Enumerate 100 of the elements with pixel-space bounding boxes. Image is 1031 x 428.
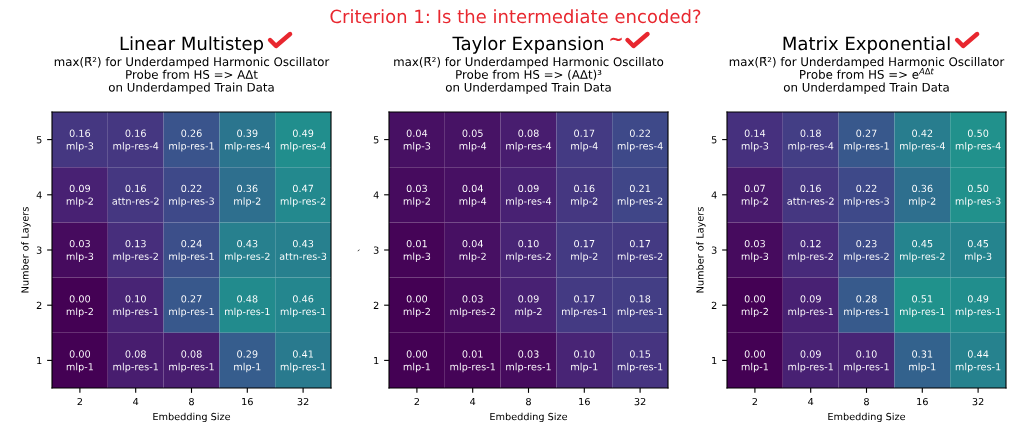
y-tick-label: 4 xyxy=(373,191,379,199)
data-label: 0.09 xyxy=(518,295,539,303)
data-label: 0.43 xyxy=(237,239,258,248)
data-label: 0.50 xyxy=(967,129,989,137)
annotation: mlp-2 xyxy=(571,252,598,262)
data-label: 0.29 xyxy=(237,350,258,358)
annotation: mlp-res-1 xyxy=(562,307,607,318)
data-label: 0.16 xyxy=(574,184,595,193)
annotation: mlp-res-1 xyxy=(617,307,663,318)
annotation: mlp-res-1 xyxy=(955,307,1001,318)
data-label: 0.08 xyxy=(518,129,539,137)
data-label: 0.48 xyxy=(237,295,258,303)
data-label: 0.03 xyxy=(744,239,765,248)
annotation: mlp-res-3 xyxy=(955,197,1001,207)
annotation: mlp-res-4 xyxy=(506,197,552,207)
data-label: 0.45 xyxy=(912,239,933,248)
annotation: mlp-2 xyxy=(459,252,486,262)
data-label: 0.18 xyxy=(800,129,821,137)
chart-subtitle: max(R̄²) for Underdamped Harmonic Oscillato Probe from HS => (AΔt)³ on Underdamped Train Data xyxy=(394,57,664,94)
data-label: 0.49 xyxy=(967,295,989,303)
annotation: mlp-res-4 xyxy=(113,142,159,152)
data-label: 0.36 xyxy=(237,184,258,193)
data-label: 0.16 xyxy=(125,129,146,137)
data-label: 0.28 xyxy=(856,295,877,303)
annotation: mlp-res-1 xyxy=(900,307,945,318)
data-label: 0.00 xyxy=(69,295,91,303)
annotation: mlp-1 xyxy=(66,362,94,373)
x-tick-label: 8 xyxy=(526,397,531,406)
data-label: 0.03 xyxy=(69,239,90,248)
annotation: mlp-res-1 xyxy=(225,307,270,318)
chart-title: Matrix Exponential xyxy=(783,36,950,54)
annotation: mlp-3 xyxy=(741,252,769,262)
data-label: 0.01 xyxy=(406,239,427,248)
x-axis-title: Embedding Size xyxy=(828,412,906,423)
data-label: 0.17 xyxy=(574,239,595,248)
data-label: 0.01 xyxy=(462,350,483,358)
data-label: 0.22 xyxy=(181,184,202,193)
annotation: mlp-res-2 xyxy=(280,197,326,207)
annotation: mlp-2 xyxy=(515,307,542,318)
y-tick-label: 5 xyxy=(373,136,379,144)
annotation: mlp-4 xyxy=(459,197,487,207)
x-tick-label: 4 xyxy=(470,398,476,406)
annotation: mlp-1 xyxy=(403,362,431,373)
y-axis-title: Number of Layers xyxy=(21,207,31,293)
data-label: 0.22 xyxy=(629,129,650,137)
data-label: 0.15 xyxy=(629,350,651,358)
annotation: mlp-res-4 xyxy=(617,142,663,152)
annotation: mlp-4 xyxy=(459,142,487,152)
annotation: mlp-1 xyxy=(571,362,598,373)
data-label: 0.09 xyxy=(800,295,821,303)
y-tick-label: 4 xyxy=(36,191,42,199)
data-label: 0.00 xyxy=(406,350,428,358)
x-tick-label: 32 xyxy=(297,397,309,406)
data-label: 0.09 xyxy=(69,184,91,193)
x-tick-label: 2 xyxy=(77,397,83,406)
annotation: mlp-res-4 xyxy=(900,142,945,152)
annotation: mlp-2 xyxy=(66,307,93,318)
data-label: 0.26 xyxy=(181,129,202,137)
data-label: 0.44 xyxy=(967,350,989,358)
y-tick-label: 1 xyxy=(712,357,717,365)
annotation: mlp-res-2 xyxy=(617,252,663,262)
data-label: 0.10 xyxy=(125,295,146,303)
annotation: mlp-res-1 xyxy=(169,252,214,262)
annotation: mlp-3 xyxy=(403,142,431,152)
annotation: mlp-res-3 xyxy=(844,197,889,207)
annotation: mlp-res-1 xyxy=(113,362,158,373)
x-tick-label: 16 xyxy=(917,397,928,406)
y-tick-label: 3 xyxy=(711,246,717,254)
annotation: mlp-res-2 xyxy=(450,307,495,318)
y-tick-label: 1 xyxy=(374,357,379,365)
annotation: mlp-res-1 xyxy=(169,362,214,373)
annotation: mlp-res-2 xyxy=(900,252,945,262)
data-label: 0.27 xyxy=(181,295,202,303)
annotation: mlp-4 xyxy=(571,142,598,152)
annotation: attn-res-2 xyxy=(112,197,159,205)
annotation: mlp-3 xyxy=(66,142,94,152)
annotation: mlp-res-1 xyxy=(506,362,551,373)
annotation: mlp-res-1 xyxy=(617,362,663,373)
data-label: 0.24 xyxy=(181,239,202,248)
data-label: 0.04 xyxy=(462,239,483,248)
annotation: mlp-1 xyxy=(741,362,769,373)
x-tick-label: 2 xyxy=(752,397,758,406)
data-label: 0.13 xyxy=(125,239,146,248)
data-label: 0.16 xyxy=(69,129,91,137)
data-label: 0.17 xyxy=(574,129,595,137)
annotation: mlp-3 xyxy=(741,142,769,152)
data-label: 0.00 xyxy=(406,295,428,303)
x-axis-title: Embedding Size xyxy=(490,412,568,423)
x-tick-label: 4 xyxy=(133,398,139,406)
annotation: mlp-2 xyxy=(741,307,768,318)
y-tick-label: 1 xyxy=(37,357,42,365)
x-tick-label: 32 xyxy=(634,397,646,406)
data-label: 0.31 xyxy=(912,350,933,358)
data-label: 0.21 xyxy=(629,184,651,193)
annotation: mlp-2 xyxy=(909,197,936,207)
annotation: mlp-res-1 xyxy=(280,362,326,373)
data-label: 0.17 xyxy=(574,295,595,303)
data-label: 0.03 xyxy=(406,184,427,193)
data-label: 0.05 xyxy=(462,129,483,137)
data-label: 0.16 xyxy=(800,184,821,193)
